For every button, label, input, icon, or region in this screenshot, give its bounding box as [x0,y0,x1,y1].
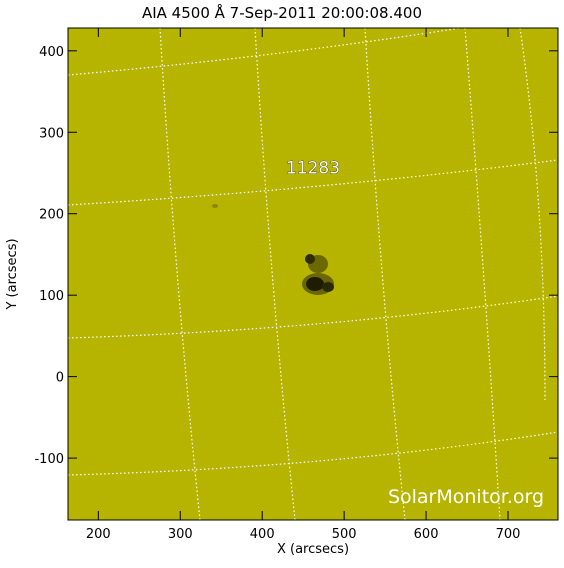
x-tick-label: 500 [332,527,357,542]
y-axis-label: Y (arcsecs) [5,238,20,310]
y-tick-label: 100 [39,289,64,304]
region-label: 11283 [286,158,340,178]
x-axis-label: X (arcsecs) [277,542,349,557]
heliographic-grid [67,19,559,521]
y-tick-label: -100 [34,452,64,467]
y-tick-label: 200 [39,208,64,223]
sunspot [212,204,334,295]
chart-title: AIA 4500 Å 7-Sep-2011 20:00:08.400 [142,3,422,22]
x-tick-label: 700 [496,527,521,542]
y-tick-label: 300 [39,126,64,141]
x-tick-label: 400 [250,527,275,542]
x-tick-label: 300 [168,527,193,542]
x-tick-label: 200 [86,527,111,542]
y-tick-label: 400 [39,45,64,60]
plot-frame [67,27,559,521]
x-tick-label: 600 [414,527,439,542]
y-tick-label: 0 [56,371,64,386]
watermark: SolarMonitor.org [388,486,544,508]
